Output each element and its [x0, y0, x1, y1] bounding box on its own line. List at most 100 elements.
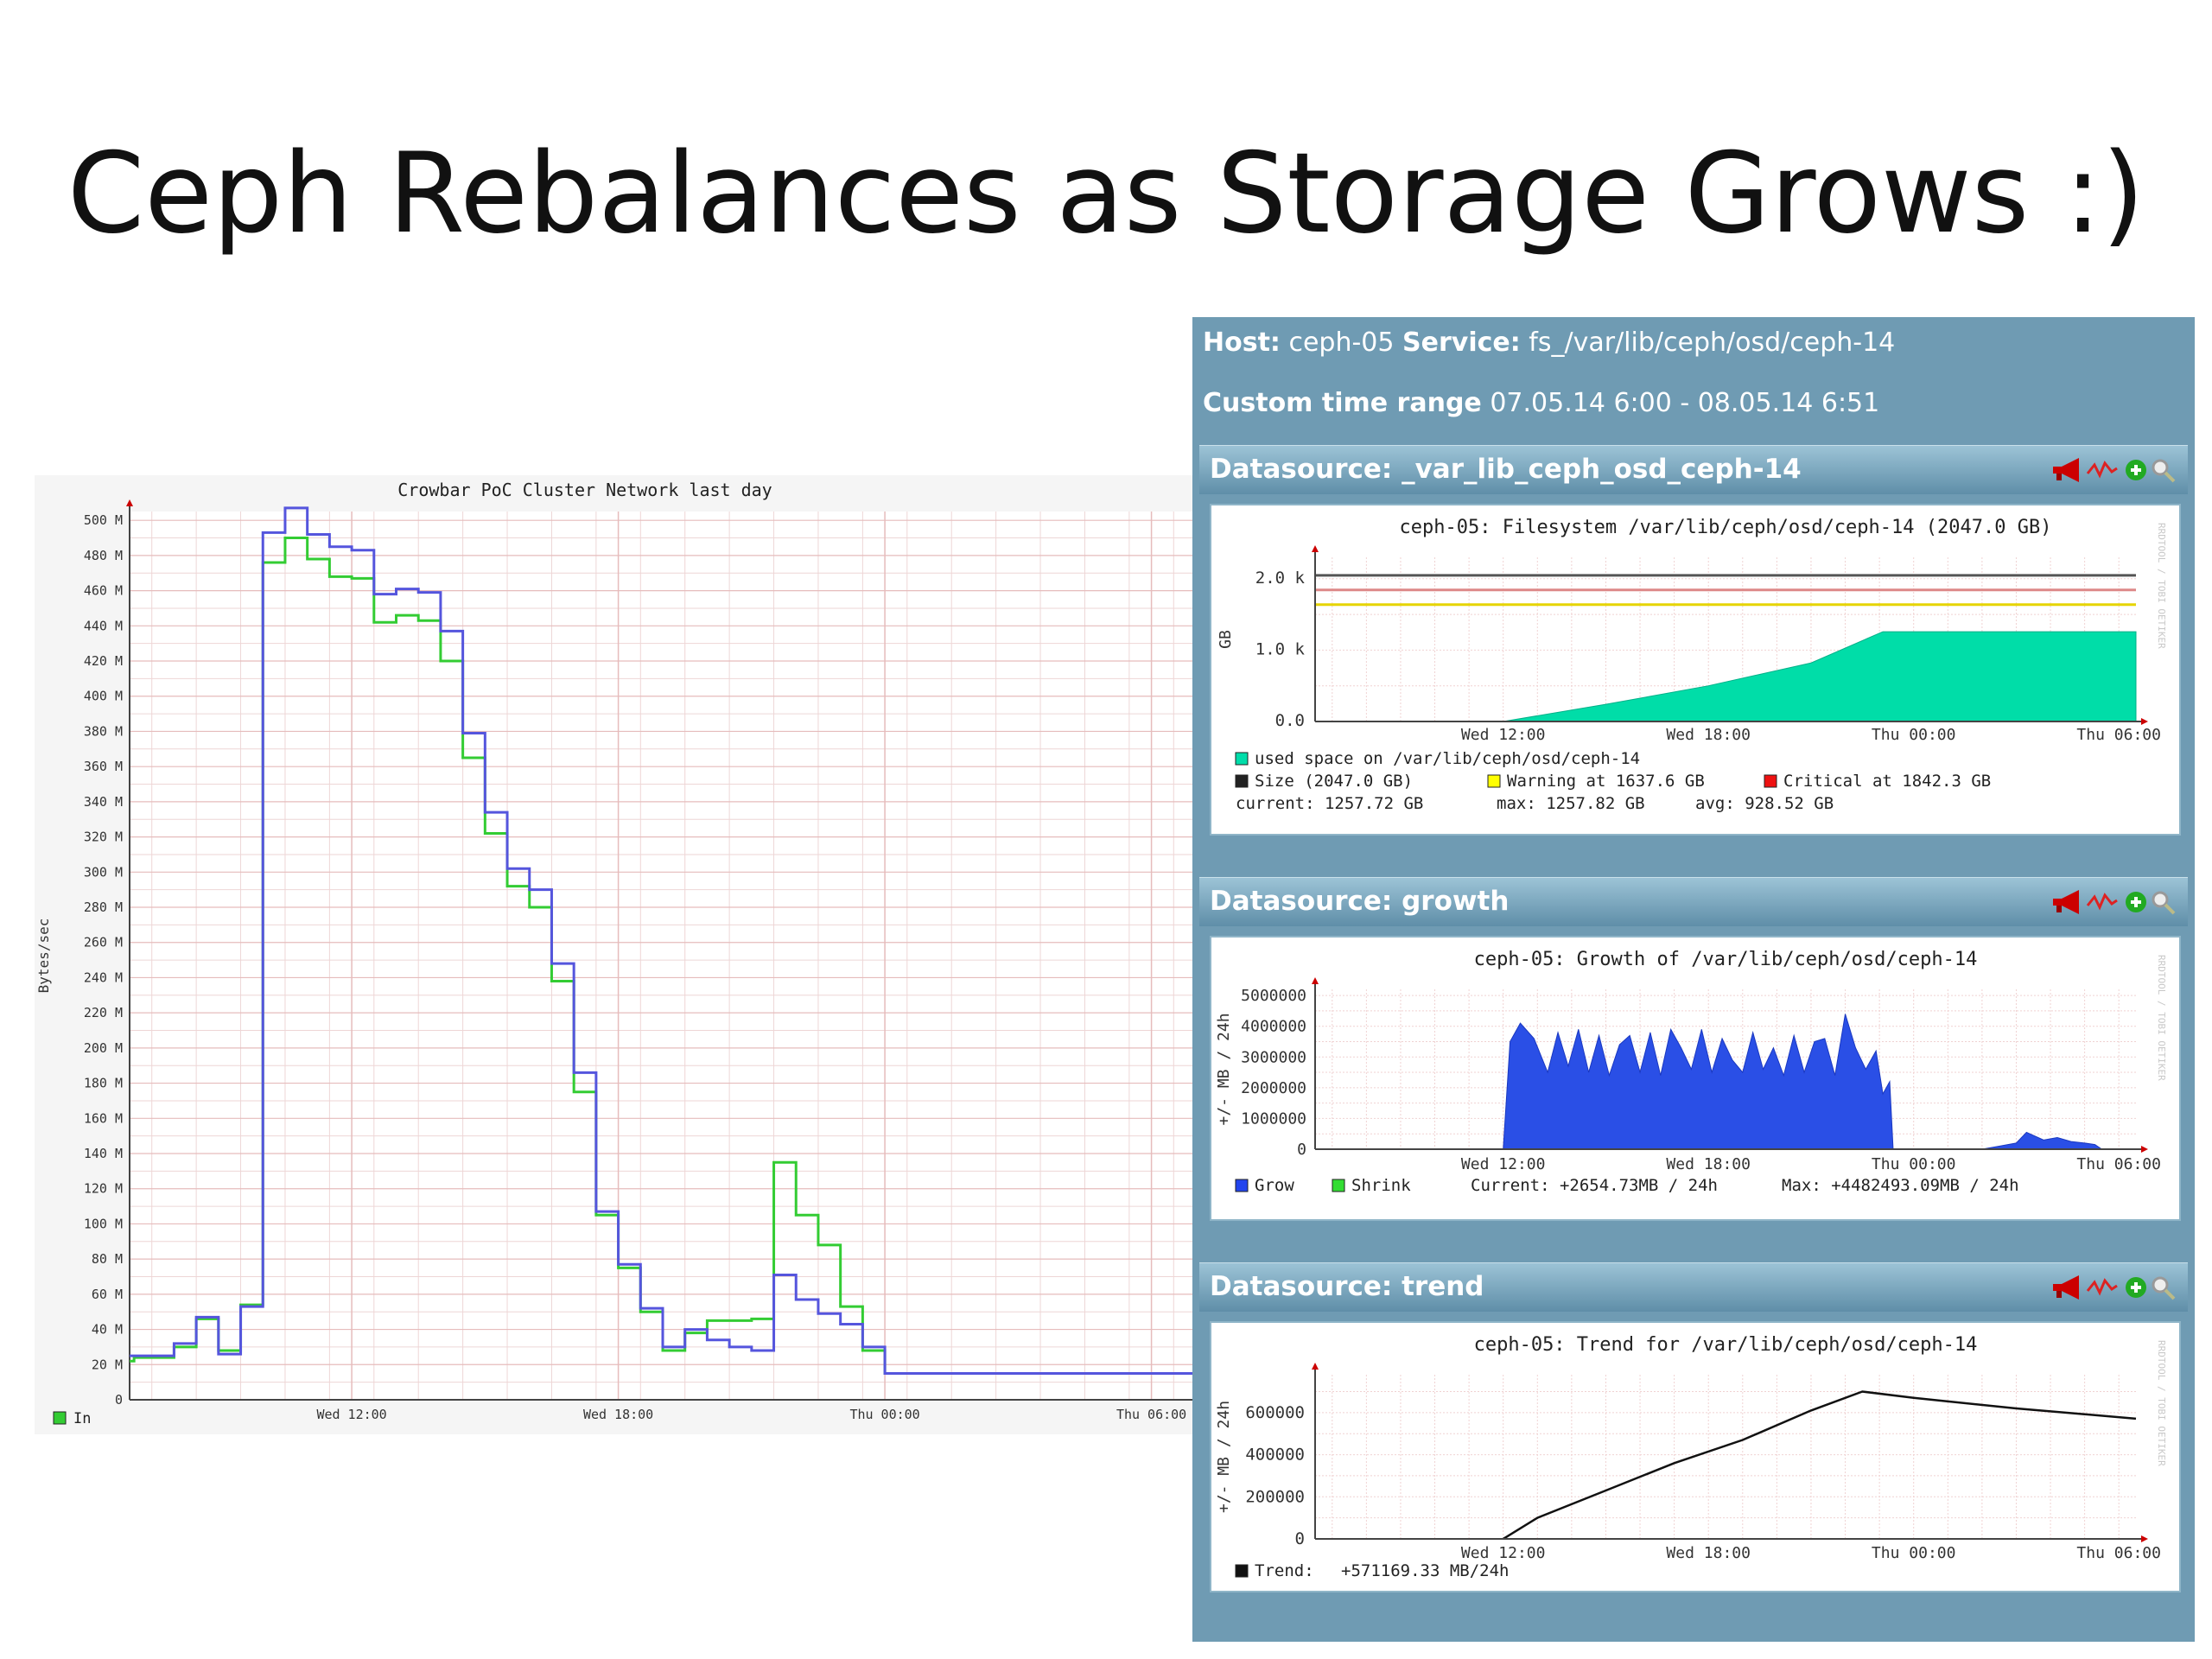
x-tick-label: Wed 18:00	[1666, 1155, 1751, 1173]
y-tick-label: 340 M	[84, 794, 123, 810]
graph-icon[interactable]	[2086, 1278, 2118, 1296]
stat-max: max: 1257.82 GB	[1497, 794, 1645, 813]
y-tick-label: 3000000	[1241, 1048, 1306, 1066]
y-axis-label: +/- MB / 24h	[1215, 1401, 1233, 1513]
y-tick-label: 460 M	[84, 583, 123, 599]
y-tick-label: 500 M	[84, 512, 123, 528]
y-tick-label: 400000	[1245, 1446, 1305, 1465]
legend-swatch-shrink	[1332, 1179, 1345, 1192]
time-range-value: 07.05.14 6:00 - 08.05.14 6:51	[1490, 388, 1880, 418]
x-axis-arrow	[2141, 1535, 2148, 1542]
graph-icon[interactable]	[2086, 893, 2118, 911]
x-tick-label: Thu 06:00	[2076, 1544, 2161, 1562]
legend-label: Size (2047.0 GB)	[1255, 772, 1413, 791]
legend-swatch-in	[53, 1411, 67, 1425]
legend-label-trend: Trend:	[1255, 1561, 1314, 1580]
y-tick-label: 600000	[1245, 1403, 1305, 1422]
x-tick-label: Thu 00:00	[1872, 1155, 1956, 1173]
stat-trend: +571169.33 MB/24h	[1341, 1561, 1509, 1580]
y-tick-label: 280 M	[84, 899, 123, 915]
y-tick-label: 120 M	[84, 1181, 123, 1197]
x-tick-label: Wed 18:00	[1666, 726, 1751, 744]
y-tick-label: 440 M	[84, 618, 123, 633]
datasource-bar-trend: Datasource: trend	[1199, 1262, 2188, 1312]
trend-graph-box[interactable]: 0 200000 400000 600000 Wed 12:00 Wed 18:00 Thu…	[1210, 1321, 2181, 1592]
y-tick-label: 420 M	[84, 653, 123, 669]
megaphone-icon[interactable]	[2053, 458, 2079, 482]
y-axis-arrow	[126, 499, 133, 506]
chart-title: Crowbar PoC Cluster Network last day	[397, 480, 772, 500]
add-icon[interactable]	[2126, 1277, 2146, 1298]
legend-swatch	[1487, 774, 1501, 788]
rrdtool-watermark: RRDTOOL / TOBI OETIKER	[2156, 523, 2167, 649]
zoom-icon[interactable]	[2152, 1276, 2176, 1300]
y-tick-label: 180 M	[84, 1076, 123, 1091]
y-tick-label: 80 M	[92, 1251, 123, 1267]
host-value[interactable]: ceph-05	[1288, 327, 1395, 358]
nagios-panel: Host: ceph-05 Service: fs_/var/lib/ceph/…	[1192, 317, 2195, 1642]
legend-label: Warning at 1637.6 GB	[1507, 772, 1705, 791]
growth-graph-box[interactable]: 0 1000000 2000000 3000000 4000000 5000000 Wed …	[1210, 936, 2181, 1221]
grow-area	[1503, 1014, 1894, 1150]
datasource-icons	[2050, 887, 2179, 918]
datasource-bar-growth: Datasource: growth	[1199, 877, 2188, 926]
stat-max: Max: +4482493.09MB / 24h	[1782, 1176, 2019, 1195]
plot-area	[1315, 1375, 2136, 1539]
y-tick-label: 200000	[1245, 1487, 1305, 1506]
x-tick-label: Wed 12:00	[316, 1407, 386, 1422]
stat-current: current: 1257.72 GB	[1236, 794, 1423, 813]
y-axis-label: +/- MB / 24h	[1215, 1013, 1233, 1125]
network-chart-svg: 0 20 M 40 M 60 M 80 M 100 M 120 M 140 M 160 M 180…	[35, 480, 1196, 1427]
trend-chart-svg: 0 200000 400000 600000 Wed 12:00 Wed 18:00 Thu…	[1215, 1334, 2167, 1580]
y-axis-arrow	[1312, 977, 1319, 984]
megaphone-icon[interactable]	[2053, 890, 2079, 914]
zoom-icon[interactable]	[2152, 891, 2176, 915]
datasource-title: Datasource: trend	[1210, 1271, 1484, 1302]
graph-icon[interactable]	[2086, 461, 2118, 479]
megaphone-icon[interactable]	[2053, 1275, 2079, 1300]
y-tick-label: 5000000	[1241, 987, 1306, 1005]
y-tick-label: 4000000	[1241, 1018, 1306, 1036]
y-axis-arrow	[1312, 1363, 1319, 1370]
y-tick-label: 220 M	[84, 1005, 123, 1020]
y-axis-label: GB	[1217, 630, 1235, 649]
x-tick-label: Thu 00:00	[1872, 1544, 1956, 1562]
x-axis-arrow	[2141, 718, 2148, 725]
x-tick-label: Thu 06:00	[1116, 1407, 1186, 1422]
x-tick-label: Wed 18:00	[583, 1407, 653, 1422]
y-tick-label: 0	[115, 1392, 123, 1408]
add-icon[interactable]	[2126, 460, 2146, 480]
growth-chart-svg: 0 1000000 2000000 3000000 4000000 5000000 Wed …	[1215, 949, 2167, 1195]
x-tick-label: Wed 12:00	[1461, 1155, 1546, 1173]
filesystem-graph-box[interactable]: 0.0 1.0 k 2.0 k Wed 12:00 Wed 18:00 Thu 00:00…	[1210, 504, 2181, 836]
y-tick-label: 2000000	[1241, 1079, 1306, 1097]
legend-swatch-grow	[1235, 1179, 1249, 1192]
x-tick-label: Thu 00:00	[849, 1407, 919, 1422]
network-chart: 0 20 M 40 M 60 M 80 M 100 M 120 M 140 M 160 M 180…	[35, 475, 1196, 1434]
y-tick-label: 100 M	[84, 1216, 123, 1231]
y-axis-label: Bytes/sec	[35, 918, 52, 994]
datasource-title: Datasource: _var_lib_ceph_osd_ceph-14	[1210, 454, 1802, 485]
y-tick-label: 60 M	[92, 1287, 123, 1302]
time-range-label: Custom time range	[1203, 388, 1482, 418]
y-tick-label: 380 M	[84, 723, 123, 739]
y-tick-label: 2.0 k	[1255, 569, 1306, 588]
x-axis-arrow	[2141, 1146, 2148, 1153]
zoom-icon[interactable]	[2152, 459, 2176, 483]
add-icon[interactable]	[2126, 892, 2146, 912]
trend-line	[1503, 1390, 2137, 1541]
legend-label: used space on /var/lib/ceph/osd/ceph-14	[1255, 749, 1640, 768]
used-space-area	[1503, 631, 2137, 722]
y-tick-label: 240 M	[84, 969, 123, 985]
chart-title: ceph-05: Filesystem /var/lib/ceph/osd/ce…	[1400, 517, 2052, 538]
y-tick-label: 360 M	[84, 759, 123, 774]
x-tick-label: Thu 00:00	[1872, 726, 1956, 744]
y-tick-label: 40 M	[92, 1322, 123, 1338]
host-label: Host:	[1203, 327, 1281, 358]
plot-area	[130, 512, 1196, 1400]
datasource-bar-filesystem: Datasource: _var_lib_ceph_osd_ceph-14	[1199, 445, 2188, 494]
service-value[interactable]: fs_/var/lib/ceph/osd/ceph-14	[1529, 327, 1896, 358]
grow-area	[1981, 1131, 2104, 1150]
legend-label-in: In	[73, 1410, 91, 1427]
y-tick-label: 0.0	[1275, 711, 1305, 730]
